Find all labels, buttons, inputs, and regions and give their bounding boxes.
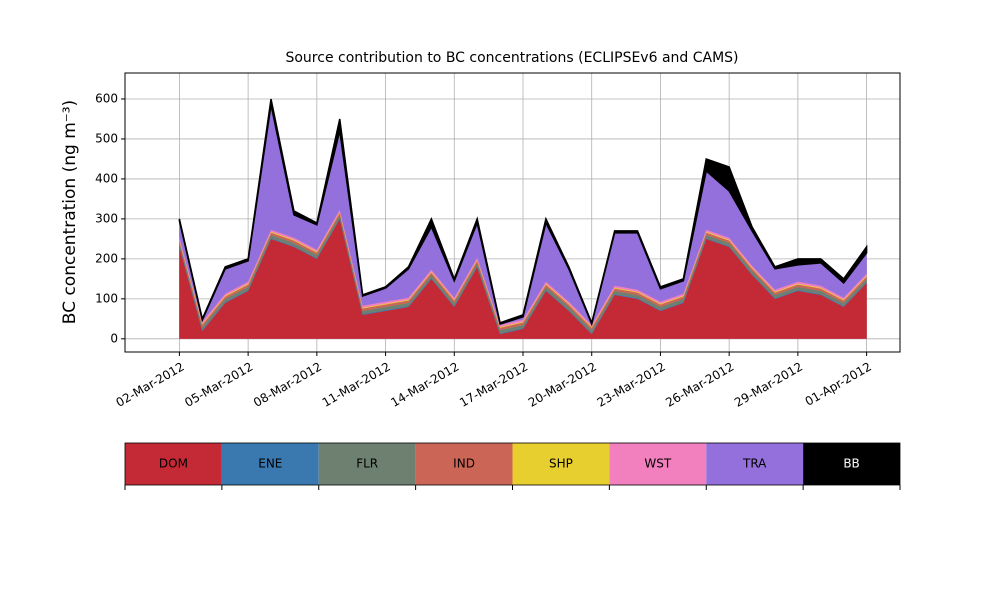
legend-swatch [125,443,222,485]
legend-swatch [318,443,416,485]
x-tick-label: 02-Mar-2012 [114,360,187,410]
y-tick-label: 600 [95,91,118,105]
legend-label: FLR [356,457,378,471]
legend-label: BB [843,457,859,471]
legend-swatch [609,443,707,485]
x-tick-label: 11-Mar-2012 [320,360,393,410]
y-tick-label: 300 [95,211,118,225]
legend-swatch [706,443,804,485]
x-tick-label: 26-Mar-2012 [663,360,736,410]
y-axis-label: BC concentration (ng m⁻³) [60,100,80,324]
legend-swatch [803,443,900,485]
chart-title: Source contribution to BC concentrations… [285,50,738,66]
y-tick-label: 400 [95,171,118,185]
x-tick-label: 08-Mar-2012 [251,360,324,410]
x-tick-label: 23-Mar-2012 [595,360,668,410]
y-tick-label: 0 [110,331,118,345]
plot-frame [124,72,901,353]
legend-label: DOM [159,457,188,471]
y-tick-label: 500 [95,131,118,145]
legend-frame [124,442,901,486]
legend-label: WST [644,457,671,471]
legend-label: SHP [549,457,573,471]
x-tick-label: 20-Mar-2012 [526,360,599,410]
x-tick-label: 05-Mar-2012 [182,360,255,410]
legend-swatch [512,443,610,485]
y-tick-label: 200 [95,251,118,265]
legend-label: TRA [742,457,767,471]
legend-swatch [415,443,513,485]
x-tick-label: 01-Apr-2012 [803,360,874,409]
x-tick-label: 14-Mar-2012 [388,360,461,410]
legend-swatch [221,443,319,485]
y-tick-label: 100 [95,291,118,305]
legend-label: IND [453,457,475,471]
area [178,98,868,327]
x-tick-label: 29-Mar-2012 [732,360,805,410]
legend-label: ENE [258,457,282,471]
x-tick-label: 17-Mar-2012 [457,360,530,410]
